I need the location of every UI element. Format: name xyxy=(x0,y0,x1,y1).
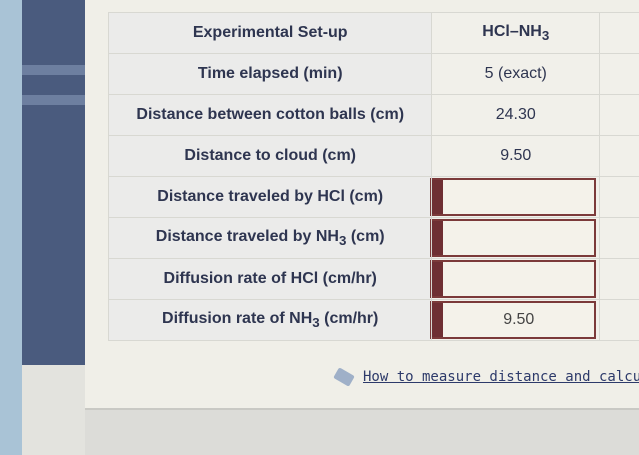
table-row: Time elapsed (min) 5 (exact) xyxy=(107,53,639,95)
help-link-row: How to measure distance and calcula xyxy=(333,367,639,387)
background-ruler xyxy=(22,0,85,365)
nh3-rate-input[interactable]: 9.50 xyxy=(430,301,597,339)
table-row: Diffusion rate of HCl (cm/hr) xyxy=(107,258,639,300)
data-table: Experimental Set-up HCl–NH3 Time elapsed… xyxy=(107,12,639,341)
table-row: Distance to cloud (cm) 9.50 xyxy=(107,135,639,177)
hcl-distance-input[interactable] xyxy=(430,178,597,216)
table-row: Diffusion rate of NH3 (cm/hr) 9.50 xyxy=(107,299,639,341)
header-label: Experimental Set-up xyxy=(107,12,433,54)
table-header-row: Experimental Set-up HCl–NH3 xyxy=(107,12,639,54)
help-link[interactable]: How to measure distance and calcula xyxy=(363,369,639,385)
background-strip xyxy=(0,0,22,455)
header-value: HCl–NH3 xyxy=(431,12,601,54)
hcl-rate-input[interactable] xyxy=(430,260,597,298)
table-row: Distance traveled by HCl (cm) xyxy=(107,176,639,218)
background-lower xyxy=(22,365,85,455)
tag-icon xyxy=(333,367,355,387)
nh3-distance-input[interactable] xyxy=(430,219,597,257)
table-row: Distance between cotton balls (cm) 24.30 xyxy=(107,94,639,136)
table-row: Distance traveled by NH3 (cm) xyxy=(107,217,639,259)
